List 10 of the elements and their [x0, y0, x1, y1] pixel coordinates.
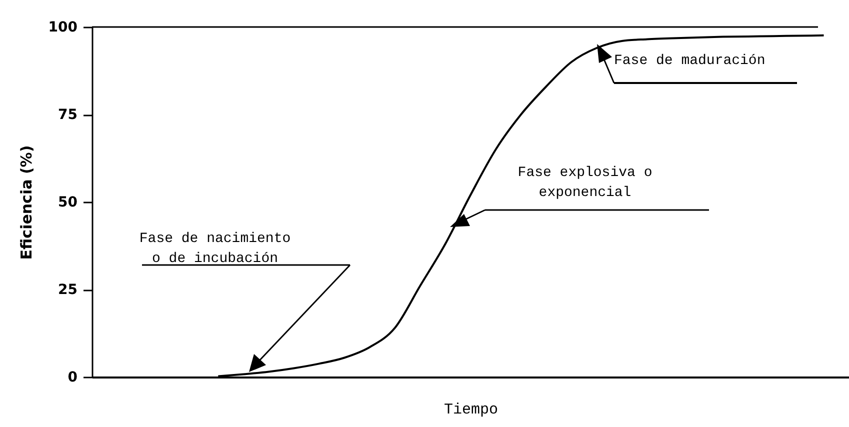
y-tick-label: 25 — [58, 282, 78, 298]
y-axis-title: Eficiencia (%) — [17, 145, 36, 260]
y-tick-label: 75 — [58, 107, 78, 123]
x-axis-title: Tiempo — [444, 402, 498, 418]
y-tick-label: 0 — [68, 370, 78, 386]
y-tick-label: 100 — [48, 20, 78, 36]
annotation: Fase de maduración — [614, 53, 766, 69]
y-tick-label: 50 — [58, 194, 78, 210]
annotation: Fase explosiva o exponencial — [518, 165, 652, 201]
annotation: Fase de nacimiento o de incubación — [139, 231, 291, 267]
